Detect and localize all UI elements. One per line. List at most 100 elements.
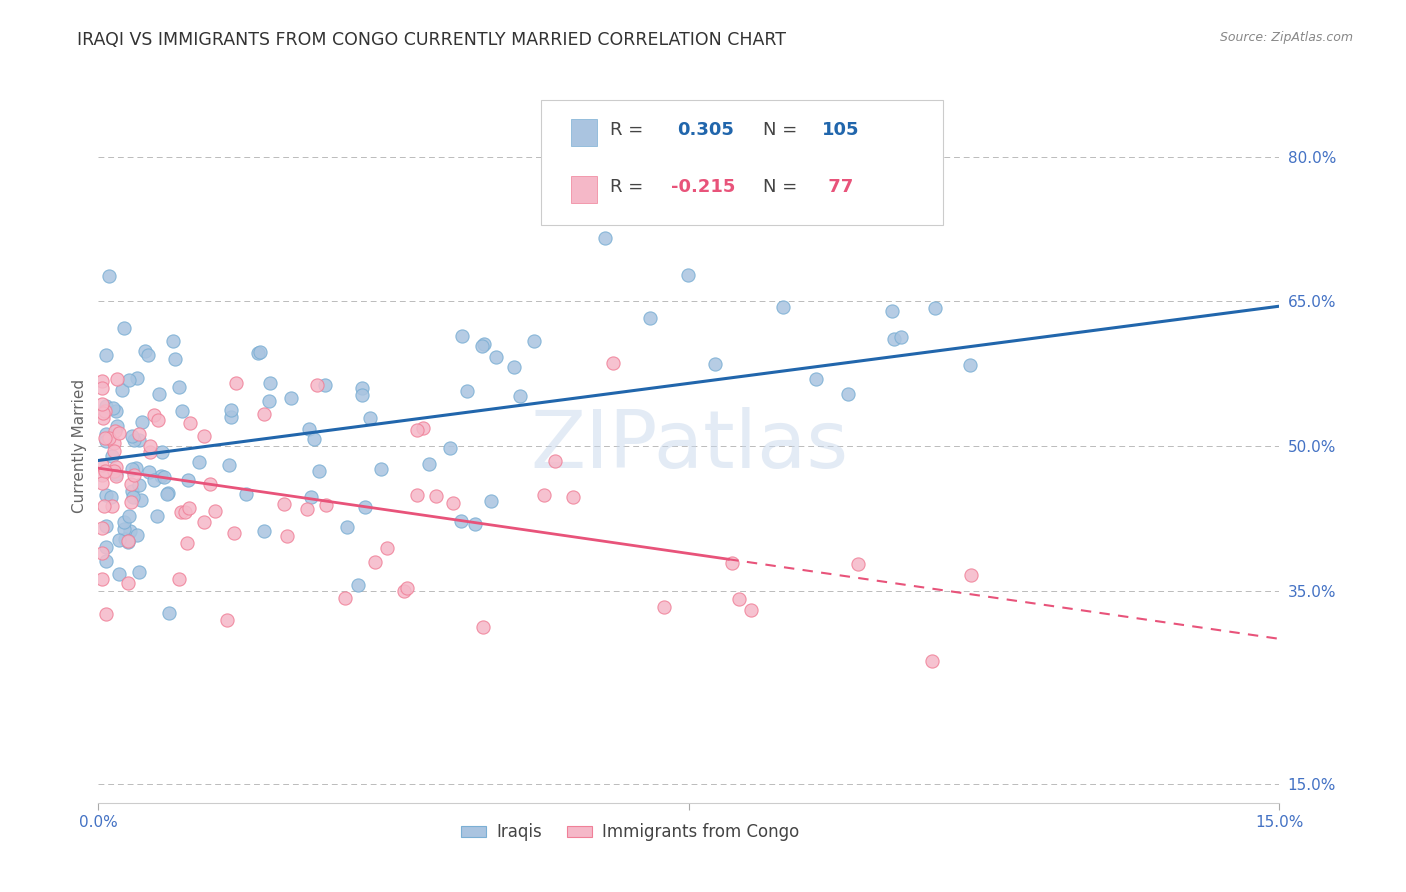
Point (479, 494, 502, 508)
Y-axis label: Currently Married: Currently Married (72, 379, 87, 513)
Point (139, 445, 162, 459)
Point (122, 491, 145, 505)
Point (94, 403, 117, 417)
Point (101, 499, 124, 513)
Point (703, 357, 725, 371)
Point (315, 499, 337, 513)
Point (157, 606, 180, 620)
Point (921, 654, 943, 668)
Point (170, 404, 193, 418)
Point (120, 477, 142, 491)
Point (96, 348, 118, 362)
Point (96, 518, 118, 533)
Point (136, 348, 159, 362)
Point (94, 431, 117, 445)
Point (396, 581, 419, 595)
Text: IRAQI VS IMMIGRANTS FROM CONGO CURRENTLY MARRIED CORRELATION CHART: IRAQI VS IMMIGRANTS FROM CONGO CURRENTLY… (77, 31, 786, 49)
Point (740, 603, 762, 617)
Point (122, 433, 145, 447)
Point (485, 351, 508, 365)
Point (121, 429, 143, 443)
Point (128, 565, 150, 579)
Point (91, 375, 114, 389)
Point (125, 370, 148, 384)
Point (544, 454, 567, 468)
Point (176, 536, 198, 550)
Point (128, 477, 150, 491)
Point (406, 488, 429, 502)
Point (118, 508, 141, 523)
FancyBboxPatch shape (571, 120, 596, 146)
Point (392, 583, 415, 598)
Point (179, 416, 201, 430)
Point (124, 467, 146, 482)
Point (163, 351, 186, 366)
Point (257, 393, 280, 408)
Point (302, 432, 325, 446)
Point (112, 522, 135, 536)
Point (139, 439, 162, 453)
Point (456, 384, 478, 399)
Point (472, 337, 495, 351)
Point (105, 459, 128, 474)
Point (98, 432, 121, 446)
Point (167, 572, 190, 586)
Point (157, 485, 180, 500)
Point (128, 434, 150, 448)
Point (177, 473, 200, 487)
Point (91, 381, 114, 395)
Point (441, 496, 464, 510)
Point (198, 476, 221, 491)
Text: R =: R = (610, 178, 643, 196)
Point (153, 470, 176, 484)
Point (425, 489, 447, 503)
Point (450, 514, 472, 528)
Point (727, 591, 749, 606)
Point (837, 387, 859, 401)
Text: 0.305: 0.305 (678, 121, 734, 139)
Point (118, 373, 141, 387)
Point (103, 464, 125, 478)
Point (193, 515, 215, 529)
Point (103, 444, 125, 458)
Point (138, 465, 160, 479)
Point (107, 533, 129, 547)
Point (108, 567, 131, 582)
Point (105, 467, 128, 481)
Point (105, 372, 128, 386)
Point (124, 460, 146, 475)
Point (91, 546, 114, 560)
Legend: Iraqis, Immigrants from Congo: Iraqis, Immigrants from Congo (454, 817, 806, 848)
Point (253, 407, 276, 421)
Point (336, 519, 359, 533)
Point (91, 475, 114, 490)
Point (464, 516, 486, 531)
Point (204, 504, 226, 518)
Point (120, 524, 142, 538)
Point (346, 577, 368, 591)
Point (96, 426, 118, 441)
Point (146, 508, 169, 523)
Point (148, 387, 170, 401)
Point (170, 505, 193, 519)
Text: 77: 77 (823, 178, 853, 196)
Point (350, 387, 373, 401)
Point (91, 458, 114, 472)
Point (91, 468, 114, 483)
Point (96, 399, 118, 413)
Point (219, 410, 242, 425)
Point (162, 334, 184, 348)
Point (117, 534, 139, 549)
Point (772, 300, 794, 314)
Point (112, 321, 135, 335)
Text: R =: R = (610, 121, 643, 139)
Point (104, 404, 127, 418)
Point (638, 310, 661, 325)
Point (359, 411, 381, 425)
Point (439, 441, 461, 455)
Point (678, 268, 700, 282)
Point (128, 427, 150, 442)
Text: -0.215: -0.215 (671, 178, 735, 196)
Point (354, 500, 377, 514)
Point (98, 268, 121, 283)
